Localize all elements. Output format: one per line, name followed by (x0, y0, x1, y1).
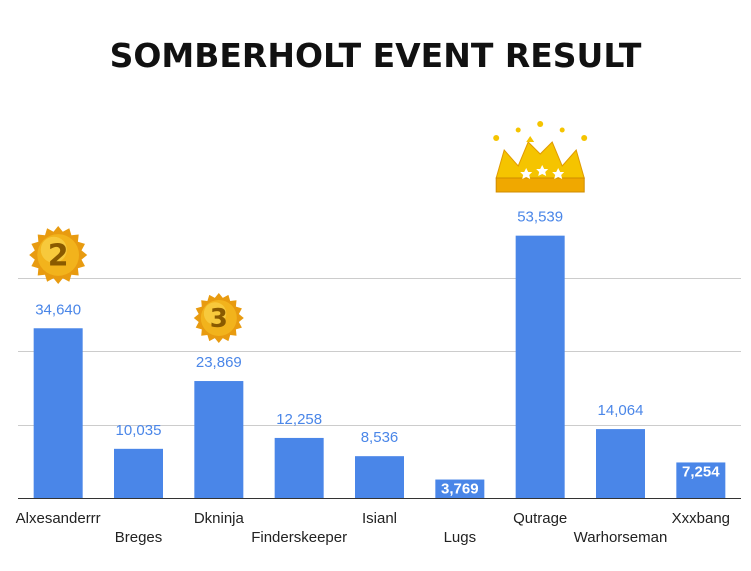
chart-title: SOMBERHOLT EVENT RESULT (109, 36, 642, 75)
x-tick-label: Breges (115, 529, 163, 546)
x-tick-label: Qutrage (513, 510, 567, 527)
crown-icon (493, 121, 588, 193)
bar (435, 479, 485, 498)
value-labels: 34,640 10,035 23,869 12,258 8,536 3,769 53,539… (35, 209, 720, 498)
bar (33, 328, 83, 498)
value-label: 8,536 (361, 429, 399, 446)
x-tick-labels: Alxesanderrr Breges Dkninja Finderskeeper Is… (16, 510, 730, 546)
bar (515, 235, 565, 498)
value-label: 10,035 (116, 422, 162, 439)
medal-number: 3 (210, 304, 228, 334)
x-tick-label: Isianl (362, 510, 397, 527)
medal-number: 2 (48, 238, 69, 273)
second-place-medal-icon: 2 (29, 226, 88, 284)
bar (194, 381, 244, 498)
x-tick-label: Warhorseman (574, 529, 668, 546)
bar (274, 437, 324, 498)
gridlines (18, 278, 741, 499)
value-label: 3,769 (441, 481, 479, 498)
x-tick-label: Xxxbang (672, 510, 730, 527)
value-label: 34,640 (35, 301, 81, 318)
value-label: 14,064 (598, 402, 644, 419)
bars (33, 235, 726, 498)
bar (676, 462, 726, 498)
bar (114, 448, 163, 498)
value-label: 23,869 (196, 354, 242, 371)
third-place-medal-icon: 3 (193, 293, 244, 343)
bar (596, 429, 645, 498)
bar (355, 456, 404, 498)
x-tick-label: Finderskeeper (251, 529, 347, 546)
x-tick-label: Lugs (444, 529, 477, 546)
value-label: 53,539 (517, 209, 563, 226)
value-label: 12,258 (276, 411, 322, 428)
x-tick-label: Alxesanderrr (16, 510, 101, 527)
x-tick-label: Dkninja (194, 510, 245, 527)
value-label: 7,254 (682, 463, 720, 480)
